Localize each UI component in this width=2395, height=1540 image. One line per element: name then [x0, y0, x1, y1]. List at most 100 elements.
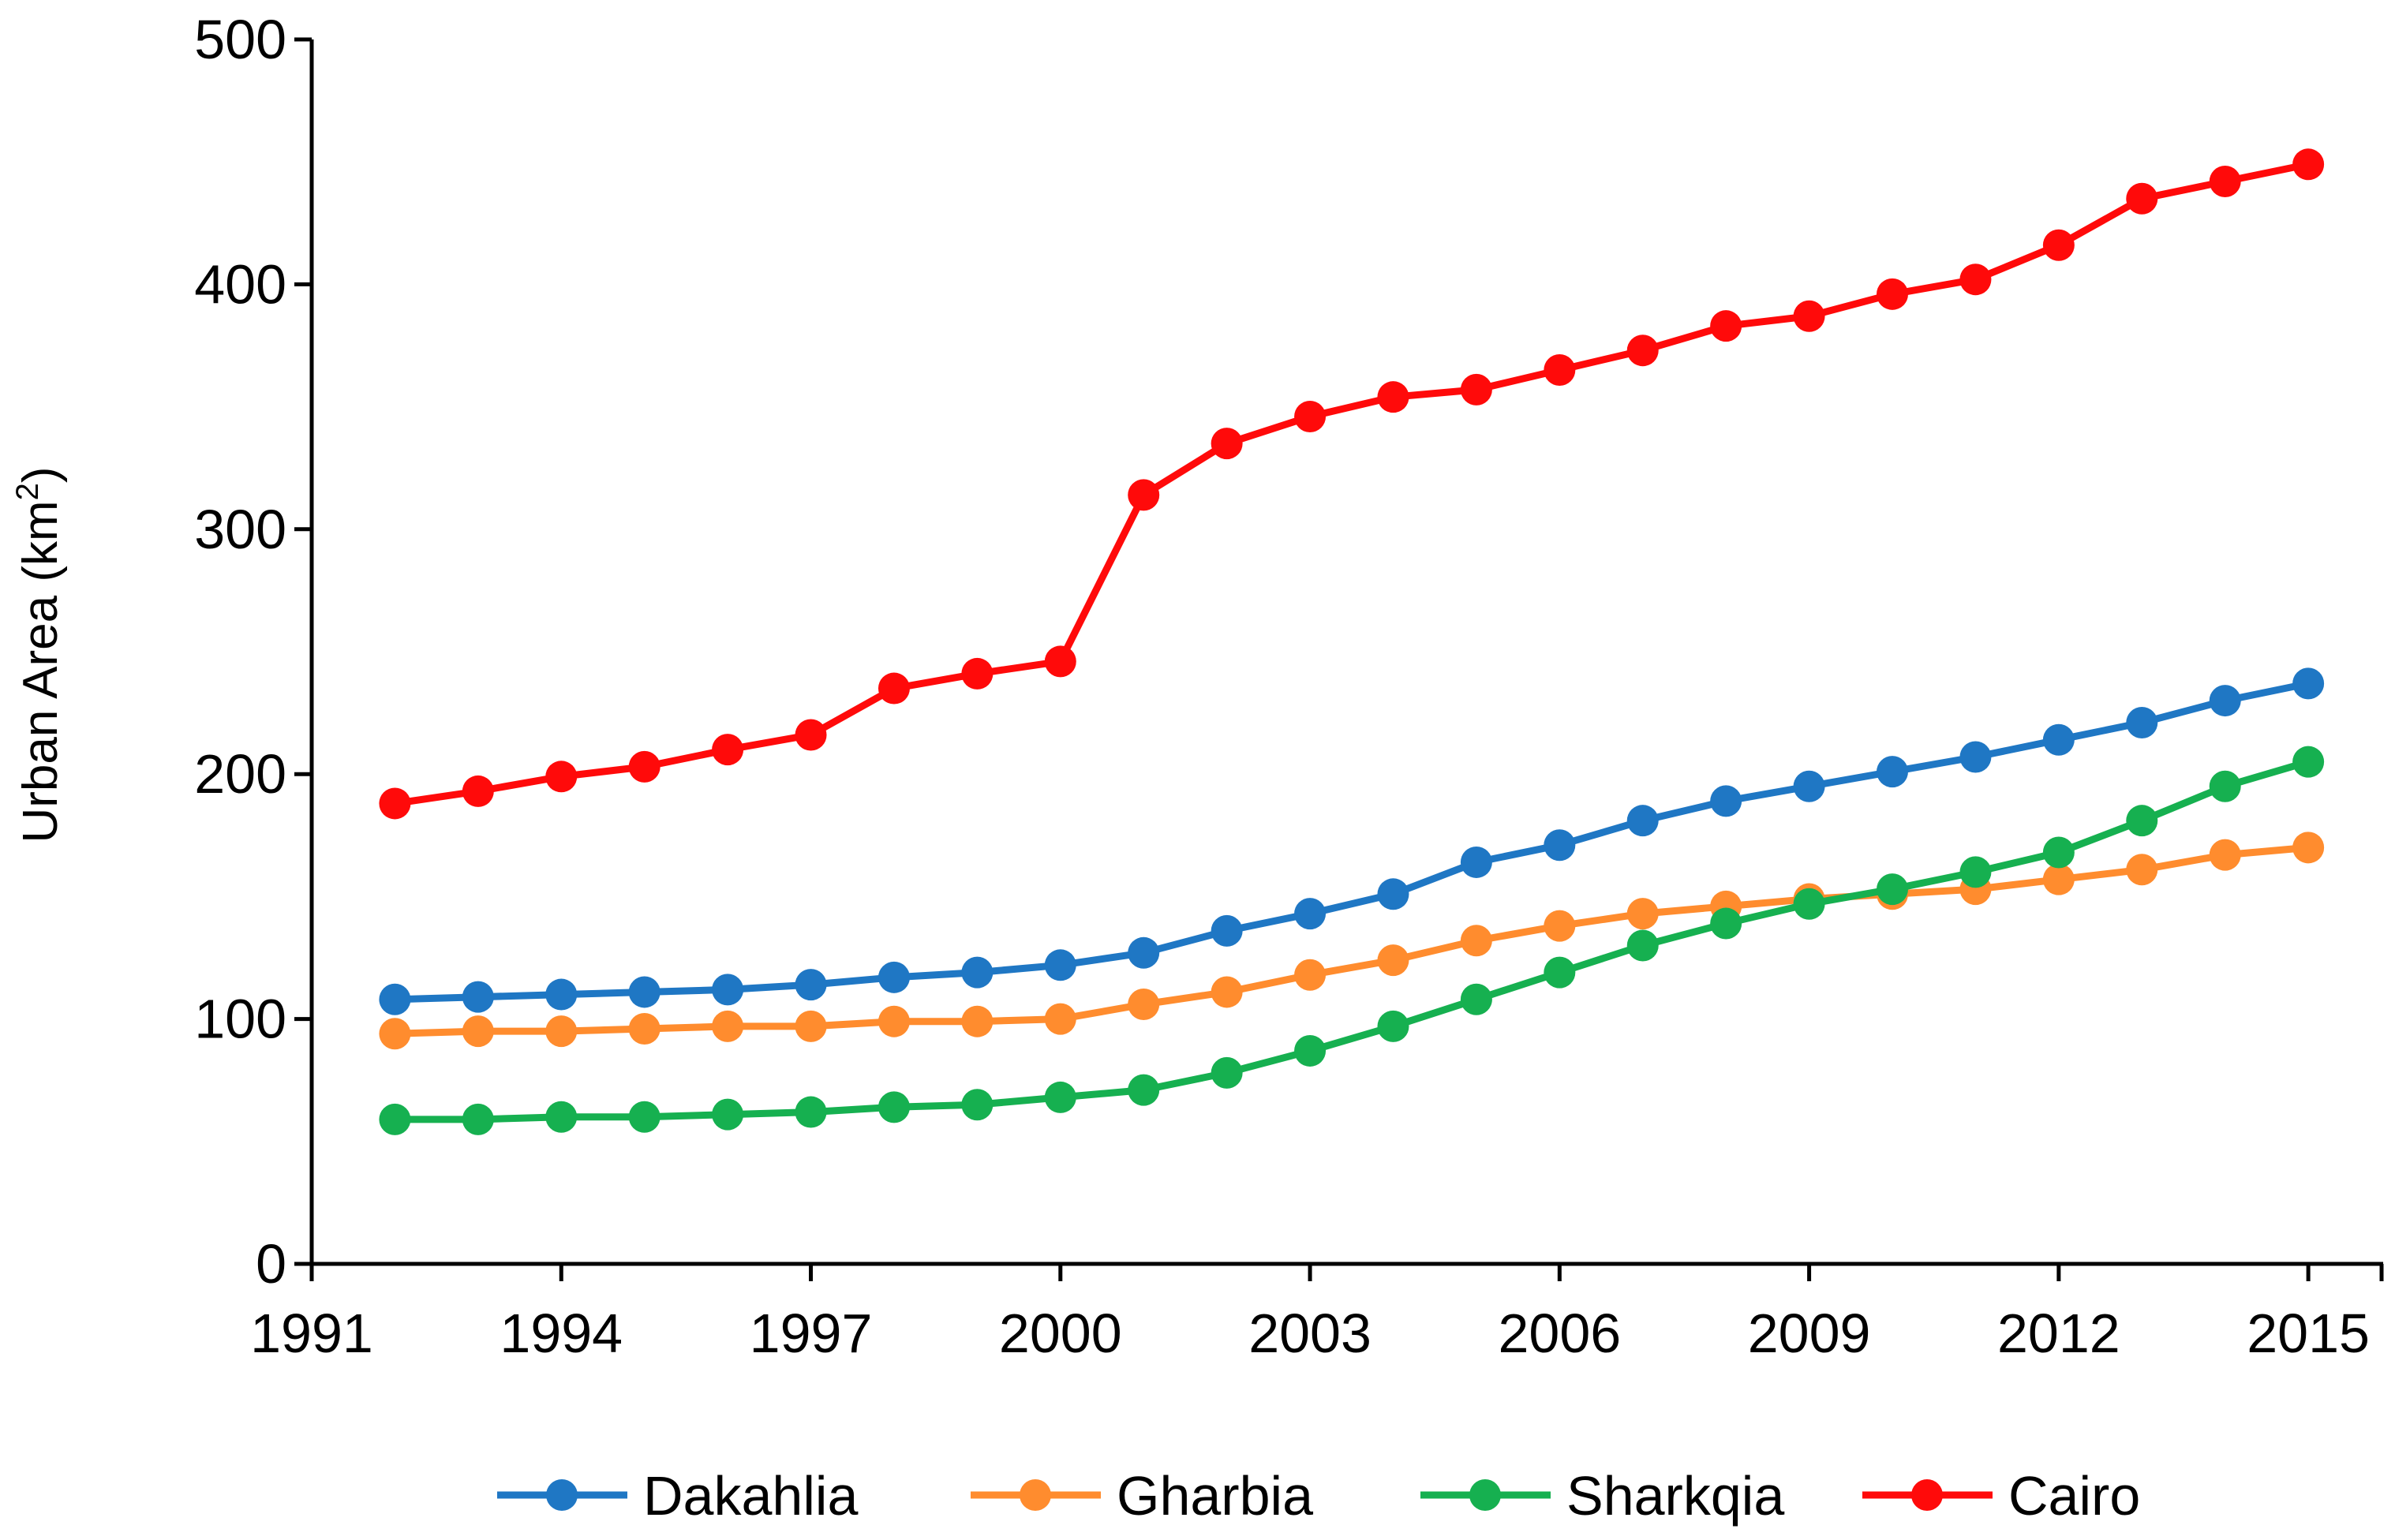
data-point-cairo [795, 719, 827, 751]
data-point-sharkqia [1211, 1056, 1243, 1089]
data-point-sharkqia [878, 1091, 910, 1123]
series-line-sharkqia [395, 758, 2310, 1123]
data-point-sharkqia [1710, 907, 1742, 940]
data-point-cairo [1128, 479, 1160, 511]
data-point-dakahlia [2042, 723, 2075, 756]
data-point-dakahlia [1128, 936, 1160, 969]
data-point-sharkqia [2042, 836, 2075, 869]
x-tick-label: 2006 [1498, 1303, 1621, 1364]
series-gharbia [379, 832, 2325, 1050]
data-point-dakahlia [379, 983, 411, 1015]
data-point-sharkqia [2292, 746, 2325, 778]
data-point-dakahlia [1793, 770, 1825, 802]
data-point-gharbia [2042, 863, 2075, 895]
data-point-sharkqia [1294, 1034, 1327, 1067]
data-point-dakahlia [1377, 878, 1409, 910]
legend: Dakahlia Gharbia Sharkqia Cairo [497, 1465, 2140, 1527]
data-point-dakahlia [2126, 707, 2158, 739]
data-point-sharkqia [545, 1101, 578, 1133]
data-point-dakahlia [2209, 685, 2241, 717]
data-point-sharkqia [379, 1103, 411, 1135]
legend-item-gharbia: Gharbia [971, 1465, 1313, 1527]
legend-label: Sharkqia [1566, 1465, 1784, 1527]
data-point-gharbia [545, 1015, 578, 1048]
data-point-gharbia [2126, 854, 2158, 886]
data-point-sharkqia [2126, 805, 2158, 837]
y-tick-label: 100 [194, 989, 286, 1050]
data-point-cairo [2126, 182, 2158, 215]
data-point-gharbia [878, 1005, 910, 1037]
legend-swatch-marker [546, 1479, 578, 1511]
data-point-sharkqia [1877, 873, 1909, 906]
data-point-gharbia [2209, 839, 2241, 871]
data-point-cairo [1211, 428, 1243, 460]
data-point-sharkqia [795, 1096, 827, 1128]
data-point-cairo [712, 734, 744, 766]
legend-item-cairo: Cairo [1862, 1465, 2140, 1527]
series-line-gharbia [395, 843, 2309, 1037]
data-point-cairo [1793, 300, 1825, 332]
data-point-gharbia [1377, 944, 1409, 977]
data-point-cairo [1460, 373, 1492, 406]
data-point-gharbia [1294, 959, 1327, 991]
data-point-sharkqia [462, 1103, 494, 1135]
data-point-dakahlia [961, 956, 994, 989]
data-point-cairo [545, 761, 578, 793]
data-point-gharbia [795, 1010, 827, 1042]
data-point-dakahlia [795, 969, 827, 1001]
series-cairo [379, 148, 2325, 820]
data-point-sharkqia [1377, 1010, 1409, 1042]
data-point-dakahlia [1959, 741, 1992, 773]
data-point-dakahlia [1626, 805, 1659, 837]
data-point-cairo [878, 672, 910, 705]
data-point-cairo [1294, 401, 1327, 433]
data-point-cairo [1377, 381, 1409, 413]
data-point-gharbia [628, 1013, 660, 1045]
series-layer [379, 148, 2325, 1135]
data-point-cairo [1544, 354, 1576, 387]
data-point-sharkqia [961, 1089, 994, 1121]
data-point-gharbia [1128, 988, 1160, 1020]
data-point-cairo [1959, 264, 1992, 296]
legend-swatch-marker [1911, 1479, 1943, 1511]
x-tick-label: 2009 [1748, 1303, 1871, 1364]
data-point-dakahlia [1211, 914, 1243, 947]
data-point-dakahlia [628, 976, 660, 1008]
data-point-cairo [1044, 645, 1076, 678]
data-point-cairo [462, 775, 494, 807]
y-axis-title: Urban Area (km2) [10, 466, 68, 843]
data-point-gharbia [1460, 925, 1492, 957]
data-point-sharkqia [628, 1101, 660, 1133]
legend-item-sharkqia: Sharkqia [1420, 1465, 1784, 1527]
data-point-sharkqia [1793, 888, 1825, 920]
data-point-sharkqia [1044, 1081, 1076, 1113]
y-tick-label: 300 [194, 499, 286, 560]
y-axis-title-text: Urban Area (km [13, 500, 68, 843]
data-point-sharkqia [712, 1098, 744, 1131]
data-point-dakahlia [1460, 846, 1492, 878]
legend-label: Cairo [2008, 1465, 2140, 1527]
data-point-cairo [2292, 148, 2325, 181]
series-sharkqia [379, 746, 2325, 1135]
data-point-gharbia [2292, 832, 2325, 864]
data-point-gharbia [1044, 1003, 1076, 1035]
legend-label: Gharbia [1117, 1465, 1313, 1527]
legend-item-dakahlia: Dakahlia [497, 1465, 858, 1527]
data-point-gharbia [1211, 976, 1243, 1008]
data-point-dakahlia [712, 974, 744, 1006]
y-axis-title-suffix: ) [13, 466, 68, 483]
data-point-sharkqia [1460, 983, 1492, 1015]
data-point-dakahlia [1044, 949, 1076, 981]
data-point-sharkqia [2209, 770, 2241, 802]
legend-label: Dakahlia [643, 1465, 858, 1527]
data-point-cairo [1877, 278, 1909, 310]
svg-text:Urban Area (km2): Urban Area (km2) [10, 466, 68, 843]
series-dakahlia [379, 667, 2325, 1015]
data-point-dakahlia [1877, 756, 1909, 788]
data-point-sharkqia [1128, 1074, 1160, 1106]
data-point-cairo [379, 787, 411, 820]
data-point-gharbia [379, 1018, 411, 1050]
data-point-gharbia [1626, 898, 1659, 930]
data-point-gharbia [712, 1010, 744, 1042]
